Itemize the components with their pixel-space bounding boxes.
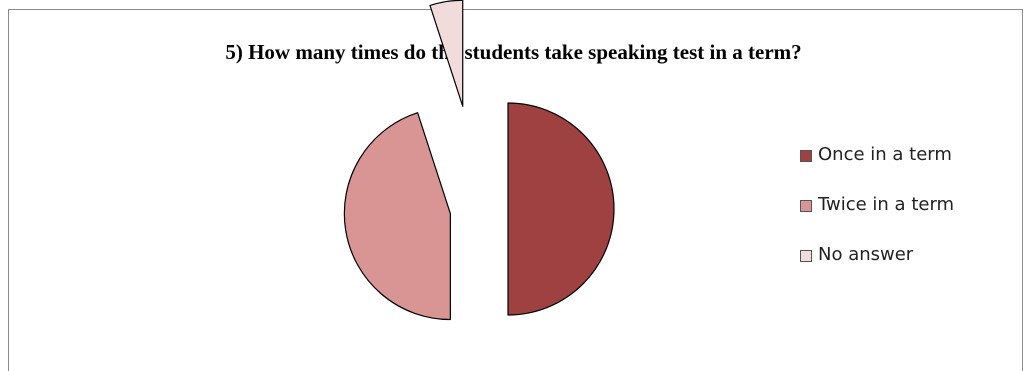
chart-title: 5) How many times do the students take s… (225, 40, 802, 64)
legend-swatch-twice (800, 200, 812, 212)
legend-label-no-answer: No answer (818, 244, 914, 265)
legend-swatch-once (800, 150, 812, 162)
pie-slice-twice (343, 112, 451, 321)
pie-slice-once (507, 102, 615, 316)
pie-slice-no-answer (429, 0, 464, 107)
legend-label-twice: Twice in a term (818, 194, 955, 215)
legend-swatch-no-answer (800, 250, 812, 262)
chart-frame (8, 9, 1023, 371)
legend-label-once: Once in a term (818, 144, 952, 165)
